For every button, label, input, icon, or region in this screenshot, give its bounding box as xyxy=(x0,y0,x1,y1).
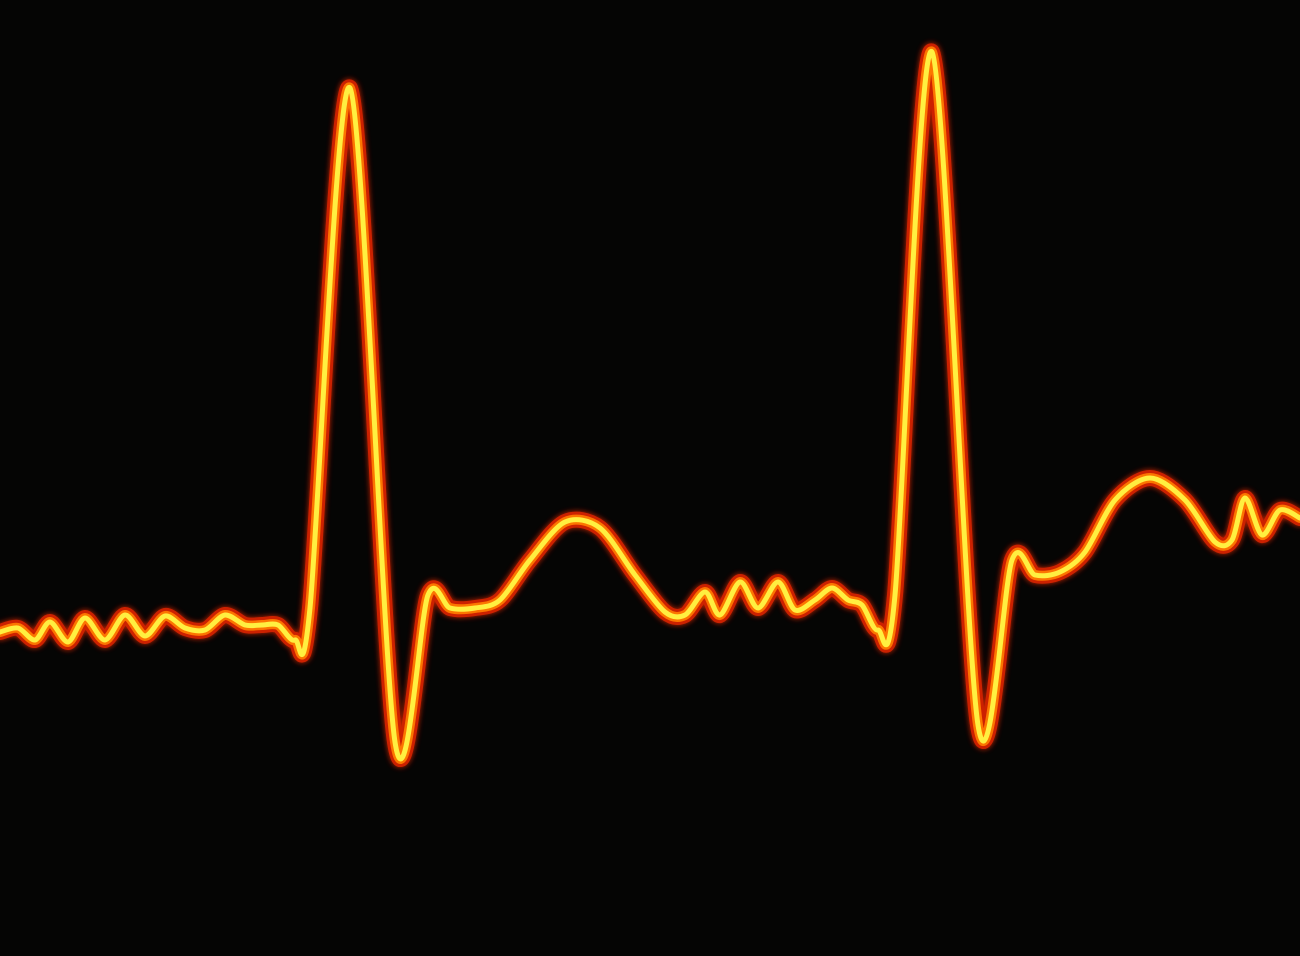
ecg-waveform-svg xyxy=(0,0,1300,956)
ecg-trace xyxy=(0,51,1300,759)
ecg-chart-container xyxy=(0,0,1300,956)
